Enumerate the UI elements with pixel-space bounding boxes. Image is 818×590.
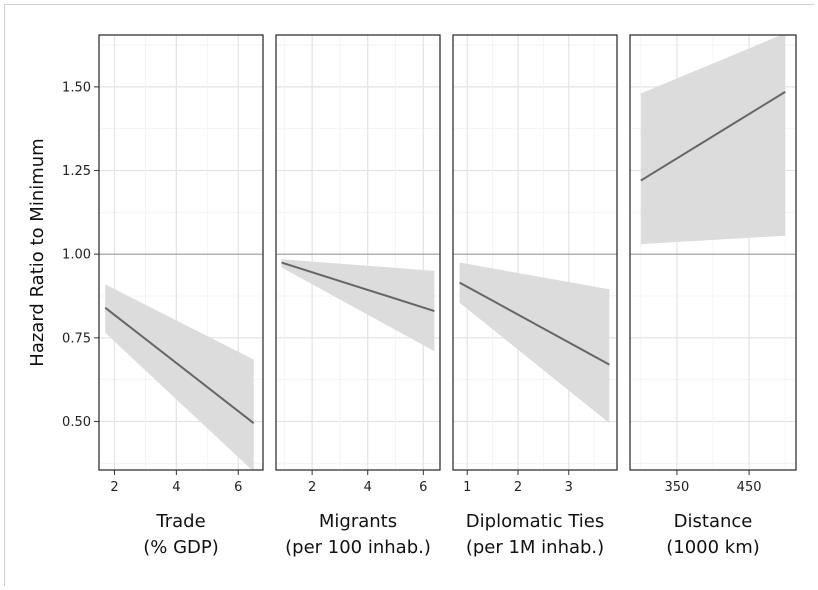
panel-border [452, 34, 618, 471]
x-tick-label: 4 [172, 480, 180, 495]
x-axis-label-line1: Migrants [319, 511, 397, 532]
confidence-band [640, 35, 786, 245]
x-axis-label-line2: (% GDP) [143, 537, 219, 558]
estimate-line [640, 91, 786, 182]
x-axis-label-line2: (per 1M inhab.) [466, 537, 604, 558]
x-axis-label-line1: Trade [155, 511, 205, 532]
panel-4: 350 450 Distance (1000 km) [629, 34, 797, 558]
x-tick-label: 350 [664, 480, 689, 495]
y-tick-label: 1.25 [62, 164, 91, 179]
x-axis-label-line2: (per 100 inhab.) [285, 537, 431, 558]
estimate-line [104, 306, 255, 424]
x-axis-label-line2: (1000 km) [666, 537, 760, 558]
panel-2: 2 4 6 Migrants (per 100 inhab.) [275, 34, 441, 558]
panel-3: 1 2 3 Diplomatic Ties (per 1M inhab.) [452, 34, 618, 558]
estimate-line [459, 281, 610, 366]
x-tick-label: 450 [737, 480, 762, 495]
confidence-band [459, 262, 610, 424]
x-tick-label: 3 [565, 480, 573, 495]
y-tick-label: 0.75 [62, 331, 91, 346]
x-axis-label-line1: Distance [674, 511, 753, 532]
x-tick-label: 4 [364, 480, 372, 495]
y-tick-label: 0.50 [62, 415, 91, 430]
confidence-band [281, 259, 435, 352]
panel-border [629, 34, 797, 471]
figure-frame [4, 4, 814, 586]
confidence-band [105, 284, 254, 470]
y-tick-label: 1.00 [62, 248, 91, 263]
panel-border [98, 34, 264, 471]
x-tick-label: 2 [308, 480, 316, 495]
x-axis-label-line1: Diplomatic Ties [466, 511, 604, 532]
x-tick-label: 6 [234, 480, 242, 495]
x-tick-label: 2 [514, 480, 522, 495]
estimate-line [281, 261, 435, 313]
panel-border [275, 34, 441, 471]
x-tick-label: 1 [463, 480, 471, 495]
y-tick-label: 1.50 [62, 80, 91, 95]
x-tick-label: 6 [419, 480, 427, 495]
x-tick-label: 2 [110, 480, 118, 495]
y-axis-label: Hazard Ratio to Minimum [27, 138, 48, 366]
panel-1: 2 4 6 Trade (% GDP) [98, 34, 264, 558]
